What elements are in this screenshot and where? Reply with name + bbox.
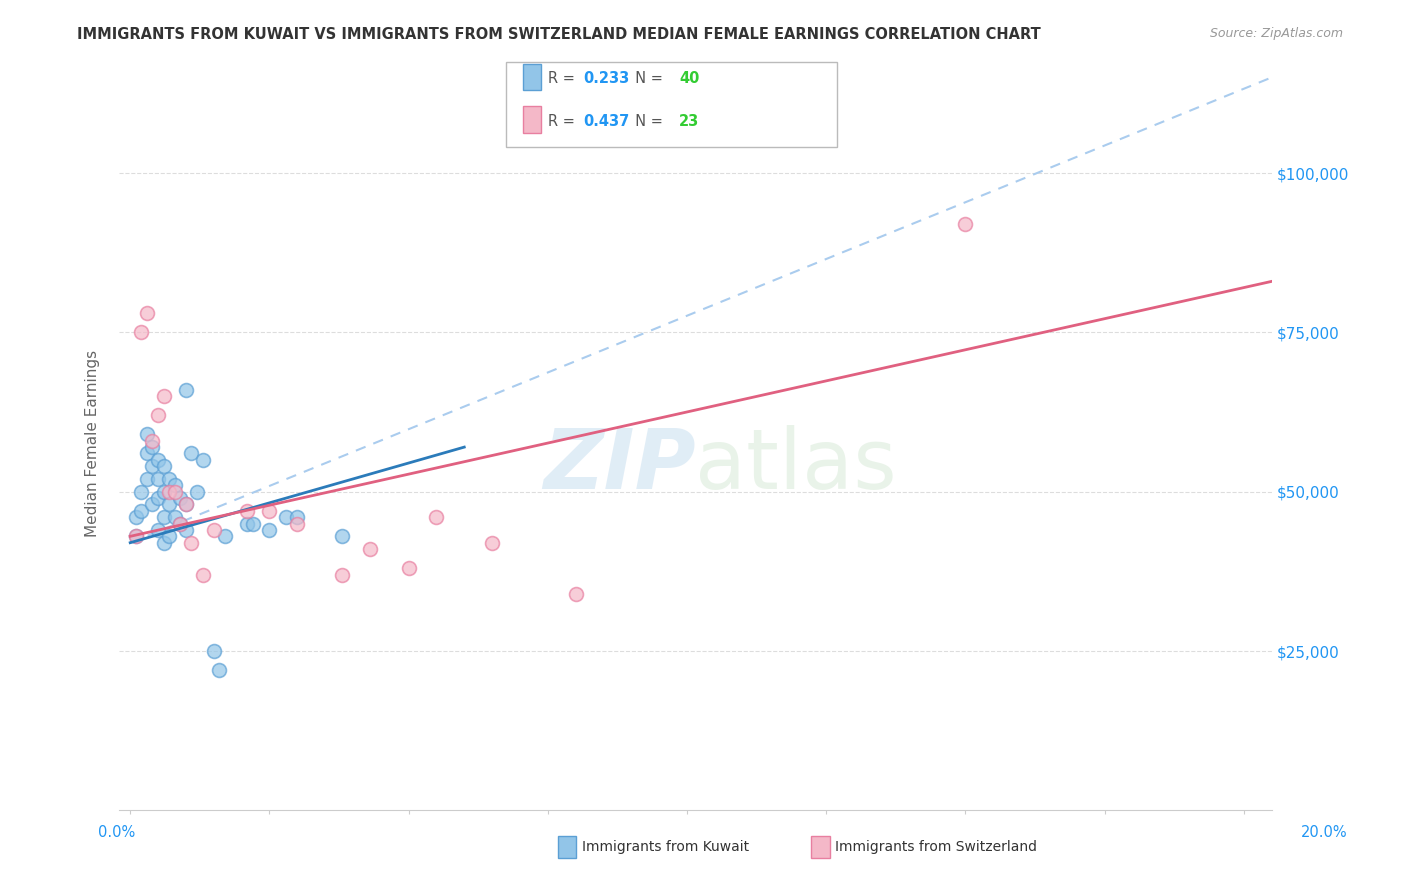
Point	[214, 529, 236, 543]
Point	[481, 535, 503, 549]
Point	[146, 523, 169, 537]
Point	[163, 484, 186, 499]
Point	[125, 510, 148, 524]
Point	[135, 472, 157, 486]
Text: atlas: atlas	[696, 425, 897, 507]
Text: Immigrants from Switzerland: Immigrants from Switzerland	[835, 840, 1038, 855]
Point	[259, 504, 281, 518]
Text: N =: N =	[626, 113, 668, 128]
Point	[174, 523, 197, 537]
Point	[131, 326, 153, 340]
Text: 40: 40	[679, 71, 699, 87]
Point	[425, 510, 447, 524]
Point	[141, 440, 163, 454]
Point	[146, 491, 169, 505]
Point	[135, 446, 157, 460]
Point	[157, 529, 180, 543]
Point	[236, 516, 259, 531]
Point	[169, 491, 191, 505]
Point	[186, 484, 208, 499]
Point	[135, 427, 157, 442]
Point	[152, 484, 174, 499]
Text: 20.0%: 20.0%	[1301, 825, 1348, 839]
Point	[174, 383, 197, 397]
Point	[274, 510, 297, 524]
Point	[131, 504, 153, 518]
Point	[157, 484, 180, 499]
Point	[125, 529, 148, 543]
Text: ZIP: ZIP	[543, 425, 696, 507]
Text: Immigrants from Kuwait: Immigrants from Kuwait	[582, 840, 749, 855]
Point	[398, 561, 420, 575]
Point	[202, 644, 225, 658]
Point	[174, 498, 197, 512]
Text: R =: R =	[548, 113, 579, 128]
Point	[259, 523, 281, 537]
Point	[191, 453, 214, 467]
Point	[152, 389, 174, 403]
Point	[955, 217, 977, 231]
Text: Source: ZipAtlas.com: Source: ZipAtlas.com	[1209, 27, 1343, 40]
Point	[330, 529, 353, 543]
Point	[169, 516, 191, 531]
Point	[141, 459, 163, 474]
Point	[174, 498, 197, 512]
Point	[125, 529, 148, 543]
Text: R =: R =	[548, 71, 579, 87]
Point	[191, 567, 214, 582]
Point	[285, 510, 308, 524]
Text: 0.233: 0.233	[583, 71, 630, 87]
Point	[180, 535, 202, 549]
Text: 0.437: 0.437	[583, 113, 630, 128]
Point	[163, 478, 186, 492]
Point	[152, 535, 174, 549]
Point	[157, 472, 180, 486]
Point	[157, 498, 180, 512]
Point	[131, 484, 153, 499]
Point	[236, 504, 259, 518]
Point	[146, 472, 169, 486]
Text: IMMIGRANTS FROM KUWAIT VS IMMIGRANTS FROM SWITZERLAND MEDIAN FEMALE EARNINGS COR: IMMIGRANTS FROM KUWAIT VS IMMIGRANTS FRO…	[77, 27, 1040, 42]
Point	[146, 409, 169, 423]
Point	[152, 510, 174, 524]
Point	[242, 516, 264, 531]
Point	[135, 306, 157, 320]
Point	[330, 567, 353, 582]
Point	[180, 446, 202, 460]
Text: 23: 23	[679, 113, 699, 128]
Point	[208, 663, 231, 677]
Point	[359, 542, 381, 557]
Point	[564, 587, 586, 601]
Text: 0.0%: 0.0%	[98, 825, 135, 839]
Point	[141, 498, 163, 512]
Point	[202, 523, 225, 537]
Point	[141, 434, 163, 448]
Point	[169, 516, 191, 531]
Text: N =: N =	[626, 71, 668, 87]
Point	[285, 516, 308, 531]
Y-axis label: Median Female Earnings: Median Female Earnings	[86, 351, 100, 538]
Point	[152, 459, 174, 474]
Point	[146, 453, 169, 467]
Point	[163, 510, 186, 524]
